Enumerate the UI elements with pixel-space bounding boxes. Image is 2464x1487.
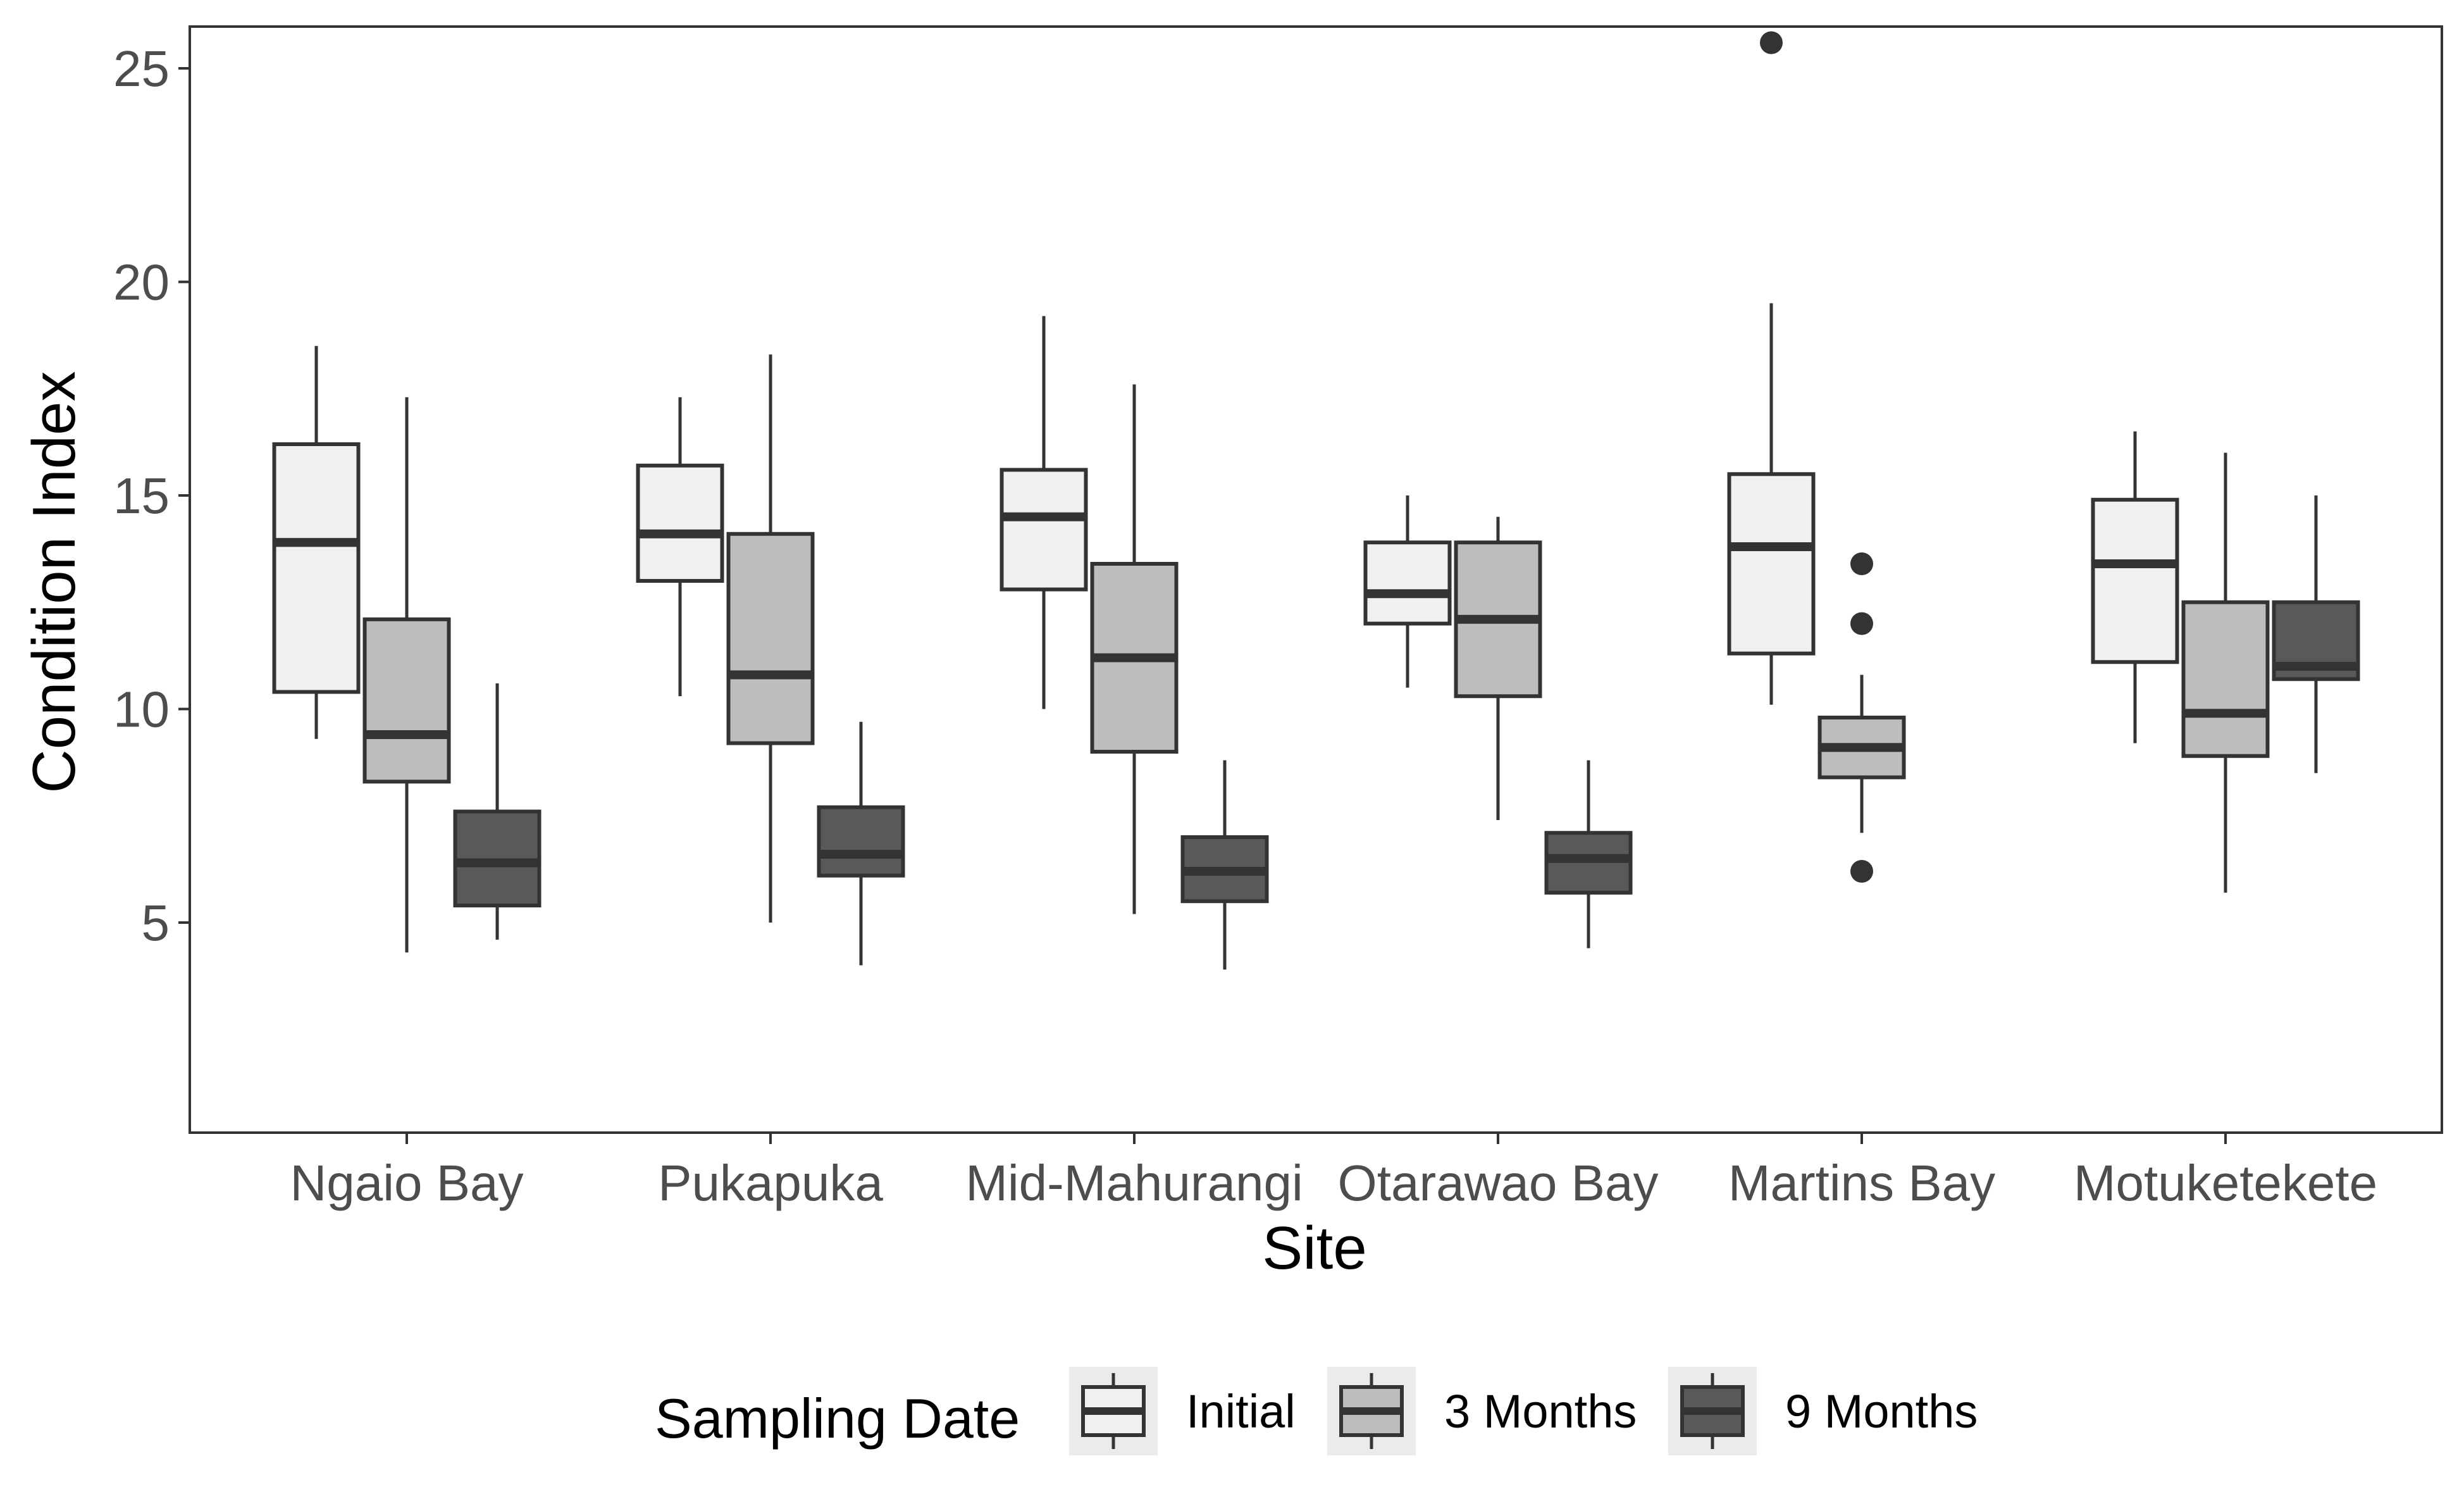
box-9-months [1544,760,1633,949]
y-tick-label: 15 [113,468,170,524]
box-initial [272,345,361,739]
legend-item-9-months: 9 Months [1668,1367,1978,1455]
x-tick-label: Mid-Mahurangi [965,1155,1303,1211]
outlier-point [1850,552,1873,575]
box-iqr [726,532,815,745]
box-iqr [1727,472,1816,656]
box-9-months [453,683,542,940]
outlier-point [1760,31,1783,54]
box-iqr [2091,497,2179,664]
box-9-months [817,721,905,966]
y-tick-label: 25 [113,40,170,97]
box-3-months [726,354,815,923]
plot-area: 5 10 15 20 25 Ngaio Bay Pukapuka Mid-Mahurangi O… [113,25,2443,1211]
box-9-months [2272,495,2360,773]
box-iqr [636,463,724,583]
box-initial [2091,431,2179,744]
box-initial [1363,495,1452,688]
legend-title: Sampling Date [655,1387,1020,1450]
box-3-months [1817,552,1906,883]
outlier-point [1850,612,1873,635]
outlier-point [1850,860,1873,883]
legend: Sampling Date Initial 3 Months 9 Months [655,1367,1978,1455]
legend-label: 9 Months [1785,1385,1978,1438]
x-tick-label: Motuketekete [2074,1155,2377,1211]
y-axis-title: Condition Index [20,371,88,793]
x-tick-label: Martins Bay [1728,1155,1995,1211]
box-iqr [1363,540,1452,626]
panel-border [189,25,2443,1134]
y-tick-label: 10 [113,681,170,738]
legend-label: 3 Months [1444,1385,1637,1438]
legend-item-initial: Initial [1069,1367,1296,1455]
box-iqr [272,442,361,694]
y-tick-label: 5 [142,895,170,951]
box-initial [1000,316,1088,709]
box-iqr [1000,468,1088,592]
box-iqr [817,805,905,878]
box-initial [636,397,724,697]
x-tick-label: Otarawao Bay [1338,1155,1659,1211]
x-axis-title: Site [1262,1214,1366,1282]
x-tick-label: Pukapuka [658,1155,883,1211]
y-tick-label: 20 [113,254,170,311]
legend-item-3-months: 3 Months [1327,1367,1637,1455]
box-3-months [1090,384,1179,914]
box-iqr [2181,600,2270,758]
legend-label: Initial [1186,1385,1296,1438]
box-3-months [362,397,451,953]
box-initial [1727,31,1816,705]
box-iqr [362,617,451,784]
box-3-months [1454,516,1542,820]
box-3-months [2181,452,2270,893]
x-tick-label: Ngaio Bay [290,1155,523,1211]
box-9-months [1180,760,1269,970]
